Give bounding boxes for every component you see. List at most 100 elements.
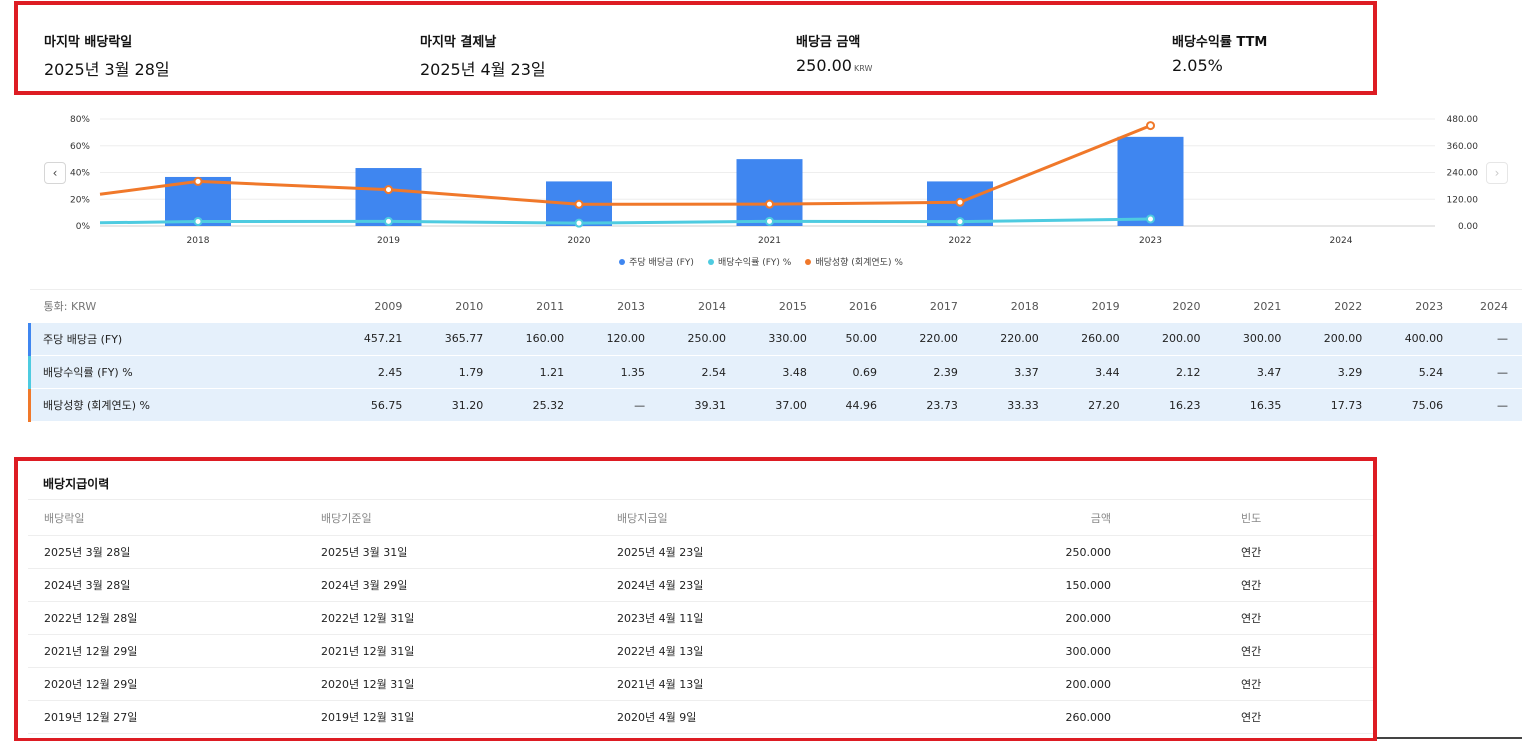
annual-dividend-table: 통화: KRW 2009 2010 2011 2013 2014 2015 2016 2017… bbox=[28, 289, 1522, 422]
chevron-left-icon: ‹ bbox=[52, 166, 58, 180]
table-cell: 31.20 bbox=[416, 388, 498, 422]
year-header: 2010 bbox=[416, 289, 498, 323]
record-date-cell: 2020년 12월 31일 bbox=[321, 667, 617, 701]
chart-legend: 주당 배당금 (FY) 배당수익률 (FY) % 배당성향 (회계연도) % bbox=[0, 255, 1522, 268]
stat-value: 2.05% bbox=[1172, 56, 1223, 75]
header-record-date[interactable]: 배당기준일 bbox=[321, 499, 617, 536]
table-cell: 44.96 bbox=[820, 388, 891, 422]
y-left-tick-label: 40% bbox=[70, 169, 90, 179]
history-title: 배당지급이력 bbox=[43, 477, 110, 491]
header-frequency[interactable]: 빈도 bbox=[1111, 499, 1373, 536]
bar bbox=[355, 168, 422, 226]
chart-next-button[interactable]: › bbox=[1486, 162, 1508, 184]
stat-label: 마지막 배당락일 bbox=[44, 35, 133, 50]
payment-date-cell: 2025년 4월 23일 bbox=[617, 535, 997, 569]
year-header: 2014 bbox=[659, 289, 740, 323]
y-right-tick-label: 360.00 bbox=[1447, 142, 1479, 152]
data-point bbox=[193, 216, 203, 226]
table-row: 주당 배당금 (FY) 457.21 365.77 160.00 120.00 250.0… bbox=[28, 322, 1522, 356]
payment-date-cell: 2020년 4월 9일 bbox=[617, 700, 997, 734]
table-cell: 250.00 bbox=[659, 322, 740, 356]
y-right-tick-label: 480.00 bbox=[1447, 115, 1479, 125]
y-right-tick-label: 0.00 bbox=[1458, 222, 1478, 232]
legend-dot bbox=[805, 258, 812, 265]
table-cell: 3.37 bbox=[971, 355, 1053, 389]
payment-date-cell: 2022년 4월 13일 bbox=[617, 634, 997, 668]
table-cell: 23.73 bbox=[890, 388, 972, 422]
x-tick-label: 2021 bbox=[758, 236, 781, 246]
dividend-summary: 마지막 배당락일 2025년 3월 28일 마지막 결제날 2025년 4월 2… bbox=[14, 1, 1377, 95]
table-cell: 56.75 bbox=[335, 388, 417, 422]
stat-last-payment-date: 마지막 결제날 2025년 4월 23일 bbox=[420, 31, 546, 80]
legend-item-payout-ratio[interactable]: 배당성향 (회계연도) % bbox=[805, 255, 903, 268]
table-cell: 365.77 bbox=[416, 322, 498, 356]
table-cell: 3.44 bbox=[1052, 355, 1134, 389]
y-left-tick-label: 60% bbox=[70, 142, 90, 152]
table-cell: 120.00 bbox=[578, 322, 660, 356]
table-cell: 220.00 bbox=[971, 322, 1053, 356]
y-left-tick-label: 20% bbox=[70, 195, 90, 205]
data-point bbox=[384, 216, 393, 226]
stat-label: 배당금 금액 bbox=[796, 35, 861, 50]
history-row: 2020년 12월 29일 2020년 12월 31일 2021년 4월 13일 20… bbox=[28, 667, 1373, 701]
header-payment-date[interactable]: 배당지급일 bbox=[617, 499, 997, 536]
y-right-tick-label: 120.00 bbox=[1447, 195, 1479, 205]
table-cell: 220.00 bbox=[890, 322, 972, 356]
currency-label: 통화: KRW bbox=[29, 289, 336, 323]
header-ex-date[interactable]: 배당락일 bbox=[28, 499, 321, 536]
x-tick-label: 2020 bbox=[568, 236, 591, 246]
year-header: 2024 bbox=[1457, 289, 1522, 323]
year-header: 2009 bbox=[335, 289, 417, 323]
year-header: 2019 bbox=[1052, 289, 1134, 323]
year-header: 2023 bbox=[1376, 289, 1458, 323]
frequency-cell: 연간 bbox=[1111, 535, 1373, 569]
history-row: 2025년 3월 28일 2025년 3월 31일 2025년 4월 23일 250.… bbox=[28, 535, 1373, 569]
table-cell: 3.47 bbox=[1214, 355, 1296, 389]
table-cell: 3.29 bbox=[1295, 355, 1377, 389]
header-amount[interactable]: 금액 bbox=[997, 499, 1111, 536]
year-header: 2017 bbox=[890, 289, 972, 323]
table-cell: 17.73 bbox=[1295, 388, 1377, 422]
table-cell: 75.06 bbox=[1376, 388, 1458, 422]
frequency-cell: 연간 bbox=[1111, 667, 1373, 701]
history-row: 2021년 12월 29일 2021년 12월 31일 2022년 4월 13일 30… bbox=[28, 634, 1373, 668]
payment-date-cell: 2024년 4월 23일 bbox=[617, 568, 997, 602]
data-point bbox=[574, 199, 584, 209]
record-date-cell: 2021년 12월 31일 bbox=[321, 634, 617, 668]
ex-date-cell: 2020년 12월 29일 bbox=[28, 667, 321, 701]
table-row: 배당성향 (회계연도) % 56.75 31.20 25.32—39.31 37.00 4… bbox=[28, 388, 1522, 422]
amount-cell: 200.000 bbox=[997, 601, 1111, 635]
dividend-history-table: 배당락일 배당기준일 배당지급일 금액 빈도 2025년 3월 28일 2025년… bbox=[28, 499, 1373, 734]
year-header: 2016 bbox=[820, 289, 891, 323]
x-tick-label: 2024 bbox=[1330, 236, 1353, 246]
ex-date-cell: 2021년 12월 29일 bbox=[28, 634, 321, 668]
legend-item-dividend-yield[interactable]: 배당수익률 (FY) % bbox=[707, 255, 791, 268]
row-label: 배당수익률 (FY) % bbox=[28, 355, 336, 389]
chevron-right-icon: › bbox=[1494, 166, 1500, 180]
table-cell: 2.54 bbox=[659, 355, 740, 389]
divider bbox=[1377, 737, 1522, 739]
history-body: 2025년 3월 28일 2025년 3월 31일 2025년 4월 23일 250.… bbox=[28, 535, 1373, 734]
amount-cell: 250.000 bbox=[997, 535, 1111, 569]
stat-value: 2025년 3월 28일 bbox=[44, 60, 170, 79]
record-date-cell: 2025년 3월 31일 bbox=[321, 535, 617, 569]
row-label: 주당 배당금 (FY) bbox=[28, 322, 336, 356]
legend-item-dividend-per-share[interactable]: 주당 배당금 (FY) bbox=[619, 255, 694, 268]
table-cell: 400.00 bbox=[1376, 322, 1458, 356]
x-tick-label: 2023 bbox=[1139, 236, 1162, 246]
stat-dividend-amount: 배당금 금액 250.00 KRW bbox=[796, 31, 872, 75]
stat-last-ex-date: 마지막 배당락일 2025년 3월 28일 bbox=[44, 31, 170, 80]
table-cell: 457.21 bbox=[335, 322, 417, 356]
history-row: 2024년 3월 28일 2024년 3월 29일 2024년 4월 23일 150.… bbox=[28, 568, 1373, 602]
amount-cell: 150.000 bbox=[997, 568, 1111, 602]
year-header: 2018 bbox=[971, 289, 1053, 323]
table-row: 배당수익률 (FY) % 2.45 1.79 1.21 1.35 2.54 3.48 0.69… bbox=[28, 355, 1522, 389]
year-header: 2020 bbox=[1133, 289, 1215, 323]
table-cell: 0.69 bbox=[820, 355, 891, 389]
year-header: 2011 bbox=[497, 289, 579, 323]
chart-prev-button[interactable]: ‹ bbox=[44, 162, 66, 184]
row-label: 배당성향 (회계연도) % bbox=[28, 388, 336, 422]
ex-date-cell: 2025년 3월 28일 bbox=[28, 535, 321, 569]
legend-label: 주당 배당금 (FY) bbox=[629, 258, 694, 268]
frequency-cell: 연간 bbox=[1111, 634, 1373, 668]
